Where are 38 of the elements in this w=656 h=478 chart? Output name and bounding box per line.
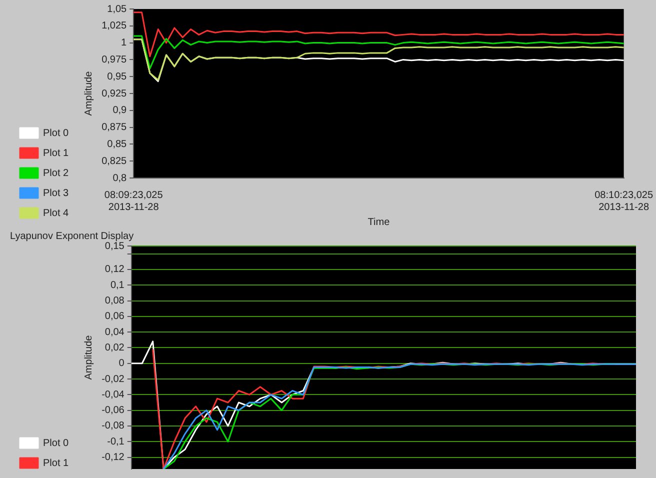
y-axis-title: Amplitude bbox=[83, 334, 94, 380]
y-tick-label: 0,9 bbox=[112, 105, 128, 116]
y-tick-label: -0,1 bbox=[107, 436, 125, 448]
y-tick-label: 0,85 bbox=[107, 138, 128, 150]
y-tick-label: -0,02 bbox=[102, 374, 125, 385]
x-tick-label: 08:09:23,025 2013-11-28 bbox=[104, 190, 164, 213]
y-tick-label: 1 bbox=[121, 38, 128, 49]
x-tick-label: 08:10:23,025 2013-11-28 bbox=[594, 190, 654, 213]
y-tick-label: 0,8 bbox=[112, 172, 128, 184]
y-tick-label: 0,95 bbox=[107, 71, 128, 82]
x-axis-title: Time bbox=[368, 216, 390, 228]
y-tick-label: 0,975 bbox=[102, 54, 128, 66]
y-tick-label: 0,1 bbox=[110, 280, 125, 291]
y-tick-label: -0,08 bbox=[102, 420, 125, 432]
legend-label: Plot 0 bbox=[43, 128, 70, 139]
y-tick-label: 1,05 bbox=[107, 4, 128, 15]
legend-label: Plot 1 bbox=[43, 148, 70, 159]
y-tick-label: 0,02 bbox=[104, 342, 125, 354]
y-tick-label: 0,12 bbox=[104, 264, 125, 276]
legend-label: Plot 4 bbox=[43, 208, 70, 219]
y-tick-label: 0,925 bbox=[102, 88, 128, 100]
y-tick-label: 0,875 bbox=[102, 122, 128, 134]
legend-label: Plot 2 bbox=[43, 168, 70, 179]
y-tick-label: 0 bbox=[118, 358, 125, 370]
legend-label: Plot 3 bbox=[43, 188, 70, 199]
y-tick-label: -0,04 bbox=[102, 389, 125, 400]
y-tick-label: 0,08 bbox=[104, 296, 125, 307]
y-tick-label: -0,12 bbox=[102, 452, 125, 464]
y-axis-title: Amplitude bbox=[83, 70, 94, 116]
y-tick-label: 0,825 bbox=[102, 156, 128, 167]
legend-label: Plot 1 bbox=[43, 458, 70, 469]
y-tick-label: 0,15 bbox=[104, 240, 125, 252]
chart-title: Lyapunov Exponent Display bbox=[10, 230, 134, 242]
y-tick-label: 1,025 bbox=[102, 20, 128, 32]
y-tick-label: 0,06 bbox=[104, 311, 125, 322]
legend-label: Plot 0 bbox=[43, 438, 70, 449]
y-tick-label: -0,06 bbox=[102, 405, 125, 416]
y-tick-label: 0,04 bbox=[104, 326, 125, 338]
